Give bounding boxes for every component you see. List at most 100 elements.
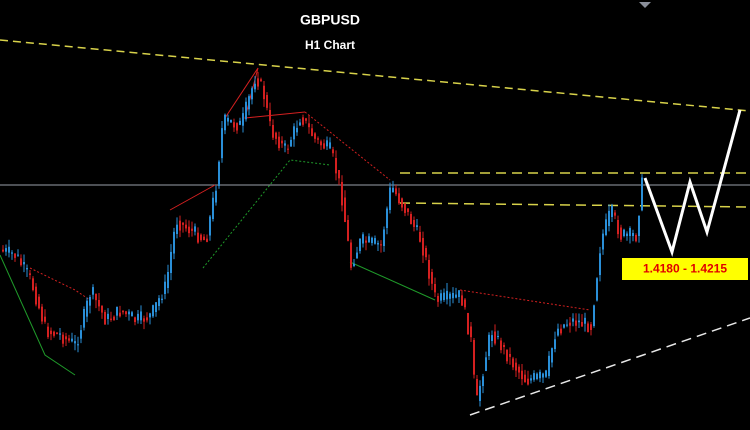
candle-body bbox=[479, 385, 481, 401]
candle-body bbox=[317, 138, 319, 140]
candle-body bbox=[17, 254, 19, 256]
candle-body bbox=[206, 238, 208, 242]
candle-body bbox=[608, 210, 610, 226]
candle-body bbox=[410, 214, 412, 225]
candle-body bbox=[260, 79, 262, 81]
candle-body bbox=[515, 362, 517, 371]
candle-body bbox=[5, 248, 7, 252]
candle-body bbox=[356, 252, 358, 259]
candle-body bbox=[254, 83, 256, 90]
candle-body bbox=[341, 182, 343, 206]
candle-body bbox=[455, 294, 457, 298]
target-box bbox=[622, 258, 748, 280]
candle-body bbox=[482, 376, 484, 386]
candle-body bbox=[503, 345, 505, 347]
candle-body bbox=[545, 370, 547, 377]
candle-body bbox=[347, 220, 349, 241]
candle-body bbox=[461, 295, 463, 306]
candle-body bbox=[407, 208, 409, 212]
candle-body bbox=[446, 290, 448, 300]
candle-body bbox=[146, 317, 148, 321]
candle-body bbox=[617, 220, 619, 235]
candle-body bbox=[551, 348, 553, 363]
candle-body bbox=[236, 123, 238, 131]
candle-body bbox=[107, 313, 109, 319]
candle-body bbox=[506, 349, 508, 362]
candle-body bbox=[62, 334, 64, 344]
candle-body bbox=[26, 268, 28, 270]
candle-body bbox=[233, 122, 235, 128]
candle-body bbox=[92, 287, 94, 295]
candle-body bbox=[173, 231, 175, 254]
resistance-trendline bbox=[0, 39, 750, 112]
candle-body bbox=[50, 330, 52, 335]
candle-body bbox=[20, 258, 22, 266]
candle-body bbox=[89, 296, 91, 306]
candle-body bbox=[245, 101, 247, 120]
candle-body bbox=[104, 312, 106, 325]
candle-body bbox=[320, 141, 322, 146]
candle-body bbox=[362, 234, 364, 244]
candle-body bbox=[599, 253, 601, 275]
candle-body bbox=[188, 226, 190, 234]
candle-body bbox=[539, 371, 541, 379]
candle-body bbox=[563, 324, 565, 328]
candle-body bbox=[215, 190, 217, 203]
candle-body bbox=[614, 212, 616, 216]
candle-body bbox=[176, 224, 178, 234]
candle-body bbox=[299, 122, 301, 126]
candle-body bbox=[329, 142, 331, 149]
candle-body bbox=[527, 378, 529, 385]
candle-body bbox=[587, 323, 589, 333]
candle-body bbox=[314, 133, 316, 139]
candle-body bbox=[14, 253, 16, 258]
candle-body bbox=[533, 373, 535, 380]
candle-body bbox=[35, 286, 37, 305]
candle-body bbox=[395, 188, 397, 195]
candle-body bbox=[200, 234, 202, 241]
candle-body bbox=[86, 300, 88, 317]
candle-body bbox=[344, 197, 346, 222]
candle-body bbox=[485, 357, 487, 371]
candle-body bbox=[371, 237, 373, 243]
candle-body bbox=[44, 316, 46, 322]
candle-body bbox=[626, 233, 628, 236]
candle-body bbox=[287, 148, 289, 150]
candle-body bbox=[458, 290, 460, 297]
candle-body bbox=[419, 232, 421, 242]
candle-body bbox=[311, 128, 313, 136]
candle-body bbox=[98, 300, 100, 307]
candle-body bbox=[242, 113, 244, 126]
candle-body bbox=[338, 170, 340, 179]
candle-body bbox=[134, 317, 136, 323]
candle-body bbox=[452, 292, 454, 299]
candle-body bbox=[368, 236, 370, 243]
candle-body bbox=[629, 228, 631, 236]
candle-body bbox=[353, 263, 355, 266]
candle-body bbox=[269, 110, 271, 122]
candle-body bbox=[560, 328, 562, 334]
candle-body bbox=[374, 238, 376, 244]
candle-body bbox=[518, 366, 520, 373]
candle-body bbox=[65, 336, 67, 340]
zigzag bbox=[202, 159, 331, 269]
candle-body bbox=[386, 208, 388, 228]
candle-body bbox=[428, 260, 430, 279]
candle-body bbox=[230, 119, 232, 123]
resistance-level bbox=[399, 202, 750, 208]
candle-body bbox=[635, 235, 637, 242]
candle-body bbox=[632, 232, 634, 236]
candle-body bbox=[80, 330, 82, 339]
zigzag bbox=[349, 261, 436, 301]
candle-body bbox=[125, 311, 127, 315]
candles bbox=[2, 71, 643, 407]
candle-body bbox=[422, 238, 424, 256]
candle-body bbox=[209, 216, 211, 236]
candle-body bbox=[272, 125, 274, 138]
candle-body bbox=[191, 228, 193, 231]
candle-body bbox=[521, 370, 523, 380]
candle-body bbox=[164, 281, 166, 294]
candle-body bbox=[401, 198, 403, 208]
